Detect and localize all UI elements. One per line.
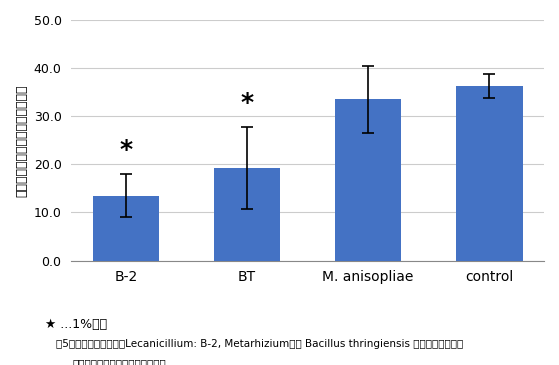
Text: *: * [240, 91, 254, 115]
Bar [335, 99, 401, 261]
Text: 図5　昆虫病原糸状菌（Lecanicillium: B-2, Metarhizium）と Bacillus thringiensis をトマトの株元に: 図5 昆虫病原糸状菌（Lecanicillium: B-2, Metarhizi… [56, 339, 463, 349]
Y-axis label: トマト灰色カビ病の羅病度（％）: トマト灰色カビ病の羅病度（％） [15, 84, 28, 196]
Text: 処理した時の灰色かび病の発病度: 処理した時の灰色かび病の発病度 [73, 358, 167, 365]
Text: ★ ...1%水準: ★ ...1%水準 [45, 318, 107, 331]
Bar [93, 196, 159, 261]
Bar [214, 168, 281, 261]
Bar [456, 86, 523, 261]
Text: *: * [120, 138, 132, 162]
